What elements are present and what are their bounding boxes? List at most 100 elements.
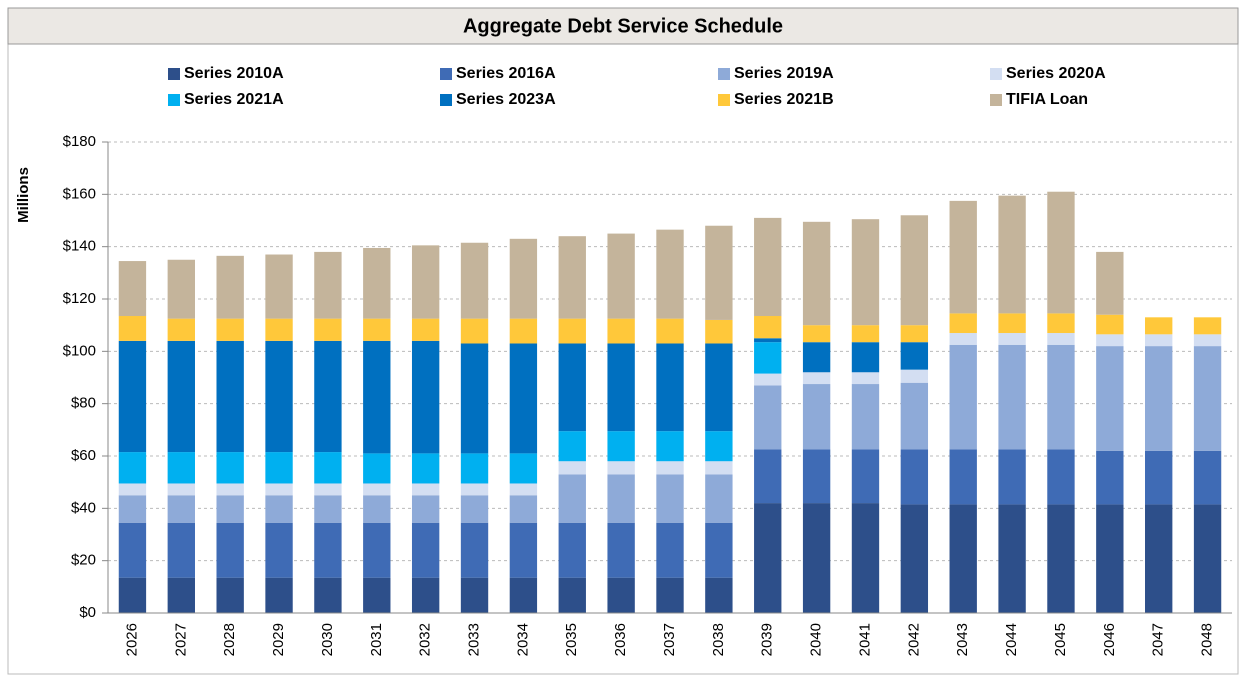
bar-segment <box>363 453 391 484</box>
bar-segment <box>705 577 733 613</box>
bar-segment <box>656 229 684 319</box>
bar-segment <box>118 340 147 453</box>
bar-segment <box>802 384 831 450</box>
bar-segment <box>314 483 342 496</box>
bar-segment <box>900 342 929 370</box>
bar-segment <box>705 474 733 523</box>
y-tick-label: $80 <box>71 395 96 412</box>
x-tick-label: 2035 <box>563 623 580 656</box>
x-tick-label: 2029 <box>270 623 287 656</box>
bar-segment <box>314 340 342 453</box>
bar-segment <box>1096 504 1124 613</box>
bar-segment <box>460 577 489 613</box>
bar-segment <box>949 344 977 450</box>
bar-segment <box>558 236 586 319</box>
bar-segment <box>411 318 440 341</box>
y-tick-label: $120 <box>63 290 96 307</box>
bar-segment <box>656 577 684 613</box>
bar-segment <box>802 325 831 343</box>
bar-segment <box>118 495 147 523</box>
bar-segment <box>1096 450 1124 505</box>
bar-segment <box>851 503 880 613</box>
legend-swatch <box>718 94 730 106</box>
bar-segment <box>802 342 831 373</box>
legend-label: Series 2021B <box>734 91 834 108</box>
bar-segment <box>411 483 440 496</box>
bar-segment <box>998 333 1026 345</box>
bar-segment <box>851 325 880 343</box>
bar-segment <box>363 522 391 578</box>
bar-segment <box>1047 504 1075 613</box>
y-tick-label: $140 <box>63 238 96 255</box>
bar-segment <box>754 385 782 450</box>
bar-segment <box>1096 314 1124 335</box>
bar-segment <box>558 522 586 578</box>
bar-segment <box>411 453 440 484</box>
bar-segment <box>900 215 929 326</box>
bar-segment <box>118 316 147 341</box>
bar-segment <box>1193 334 1222 347</box>
x-tick-label: 2040 <box>808 623 825 656</box>
x-tick-label: 2027 <box>172 623 189 656</box>
bar-segment <box>411 245 440 319</box>
bar-segment <box>1193 450 1222 505</box>
bar-segment <box>705 319 733 344</box>
bar-segment <box>705 461 733 475</box>
bar-segment <box>118 261 147 317</box>
bar-segment <box>460 495 489 523</box>
bar-segment <box>656 431 684 462</box>
bar-segment <box>265 254 293 319</box>
bar-segment <box>265 577 293 613</box>
bar-segment <box>1047 191 1075 314</box>
bar-segment <box>411 522 440 578</box>
bar-segment <box>1145 450 1173 505</box>
bar-segment <box>460 483 489 496</box>
x-tick-label: 2026 <box>123 623 140 656</box>
y-axis-label: Millions <box>15 167 32 223</box>
bar-segment <box>509 522 538 578</box>
x-tick-label: 2034 <box>514 623 531 656</box>
bar-segment <box>900 325 929 343</box>
legend-label: Series 2023A <box>456 91 556 108</box>
bar-segment <box>363 340 391 454</box>
bar-segment <box>509 238 538 319</box>
bar-segment <box>754 338 782 343</box>
bar-segment <box>1145 317 1173 335</box>
bar-segment <box>411 577 440 613</box>
bar-segment <box>509 495 538 523</box>
bar-segment <box>754 316 782 339</box>
bar-segment <box>1193 346 1222 451</box>
bar-segment <box>949 333 977 345</box>
bar-segment <box>802 449 831 504</box>
bar-segment <box>949 200 977 314</box>
x-tick-label: 2037 <box>661 623 678 656</box>
bar-segment <box>607 233 635 319</box>
bar-segment <box>216 495 244 523</box>
legend-label: TIFIA Loan <box>1006 91 1088 108</box>
bar-segment <box>411 495 440 523</box>
x-tick-label: 2039 <box>759 623 776 656</box>
bar-segment <box>460 343 489 454</box>
y-tick-label: $40 <box>71 499 96 516</box>
bar-segment <box>1145 334 1173 347</box>
bar-segment <box>509 318 538 344</box>
bar-segment <box>363 495 391 523</box>
legend-swatch <box>440 68 452 80</box>
bar-segment <box>167 340 195 453</box>
legend-label: Series 2016A <box>456 65 556 82</box>
bar-segment <box>216 255 244 319</box>
bar-segment <box>900 382 929 450</box>
legend-label: Series 2010A <box>184 65 284 82</box>
bar-segment <box>754 217 782 317</box>
bar-segment <box>1145 504 1173 613</box>
bar-segment <box>167 318 195 341</box>
bar-segment <box>754 503 782 613</box>
bar-segment <box>754 342 782 374</box>
bar-segment <box>754 373 782 386</box>
bar-segment <box>509 483 538 496</box>
bar-segment <box>265 495 293 523</box>
bar-segment <box>998 195 1026 314</box>
bar-segment <box>998 504 1026 613</box>
x-tick-label: 2036 <box>612 623 629 656</box>
x-tick-label: 2033 <box>465 623 482 656</box>
